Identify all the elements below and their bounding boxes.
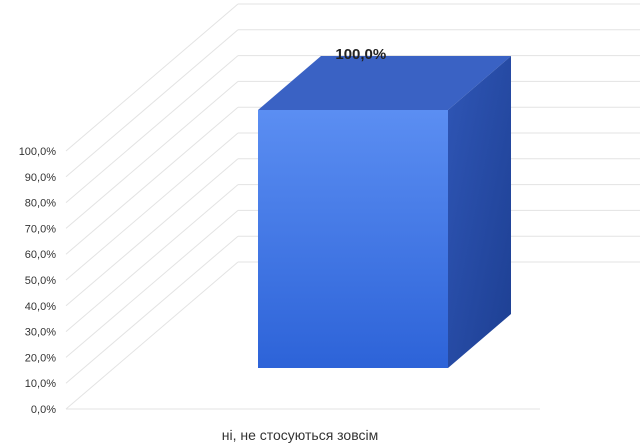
labels: 100,0% ні, не стосуються зовсім: [222, 46, 386, 443]
y-tick-label: 20,0%: [25, 352, 56, 364]
bars: [258, 56, 511, 368]
gridline-diagonal: [65, 55, 239, 203]
bar-side-face: [448, 56, 511, 368]
gridline-diagonal: [65, 3, 239, 152]
y-tick-label: 90,0%: [25, 172, 56, 184]
y-tick-label: 40,0%: [25, 301, 56, 313]
y-tick-label: 0,0%: [31, 404, 56, 416]
gridline-diagonal: [65, 132, 239, 281]
gridline-diagonal: [65, 210, 239, 358]
y-tick-label: 70,0%: [25, 223, 56, 235]
x-category-label: ні, не стосуються зовсім: [222, 427, 379, 443]
gridline-diagonal: [65, 158, 239, 307]
y-tick-label: 30,0%: [25, 327, 56, 339]
y-tick-label: 60,0%: [25, 249, 56, 261]
gridline-diagonal: [65, 261, 239, 410]
bar-front-face: [258, 110, 448, 368]
gridline-diagonal: [65, 235, 239, 384]
y-tick-label: 10,0%: [25, 378, 56, 390]
bar-top-face: [258, 56, 511, 110]
bar: [258, 56, 511, 368]
gridline-diagonal: [65, 29, 239, 178]
y-tick-label: 100,0%: [19, 146, 57, 158]
y-tick-label: 50,0%: [25, 275, 56, 287]
gridline-diagonal: [65, 184, 239, 332]
y-axis: 0,0% 10,0% 20,0% 30,0% 40,0% 50,0% 60,0% 70,0% 8…: [19, 146, 57, 416]
y-tick-label: 80,0%: [25, 198, 56, 210]
gridline-diagonal: [65, 106, 239, 255]
gridline-diagonal: [65, 81, 239, 229]
bar-data-label: 100,0%: [335, 46, 386, 63]
